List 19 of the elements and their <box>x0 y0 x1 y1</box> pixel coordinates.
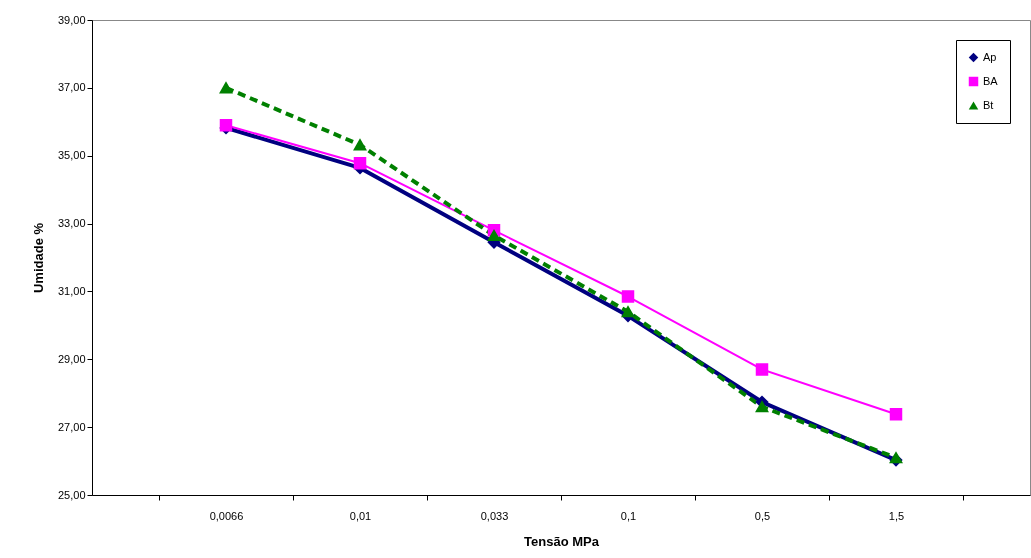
x-tick-label: 0,033 <box>480 509 509 522</box>
y-axis-title: Umidade % <box>30 222 46 294</box>
y-tick-label: 37,00 <box>57 81 86 94</box>
x-tick-label: 0,5 <box>754 509 771 522</box>
legend-label: BA <box>983 74 999 87</box>
x-tick-label: 0,01 <box>349 509 372 522</box>
legend-label: Ap <box>983 50 997 63</box>
y-tick-label: 33,00 <box>57 217 86 230</box>
y-tick-label: 25,00 <box>57 488 86 501</box>
x-tick-label: 0,0066 <box>209 509 244 522</box>
legend-label: Bt <box>983 98 994 111</box>
y-tick-label: 31,00 <box>57 284 86 297</box>
x-tick-label: 0,1 <box>620 509 637 522</box>
x-tick-label: 1,5 <box>888 509 905 522</box>
y-tick-label: 35,00 <box>57 149 86 162</box>
x-axis-title: Tensão MPa <box>524 533 600 549</box>
y-tick-label: 29,00 <box>57 352 86 365</box>
y-tick-label: 39,00 <box>57 13 86 26</box>
y-tick-label: 27,00 <box>57 420 86 433</box>
